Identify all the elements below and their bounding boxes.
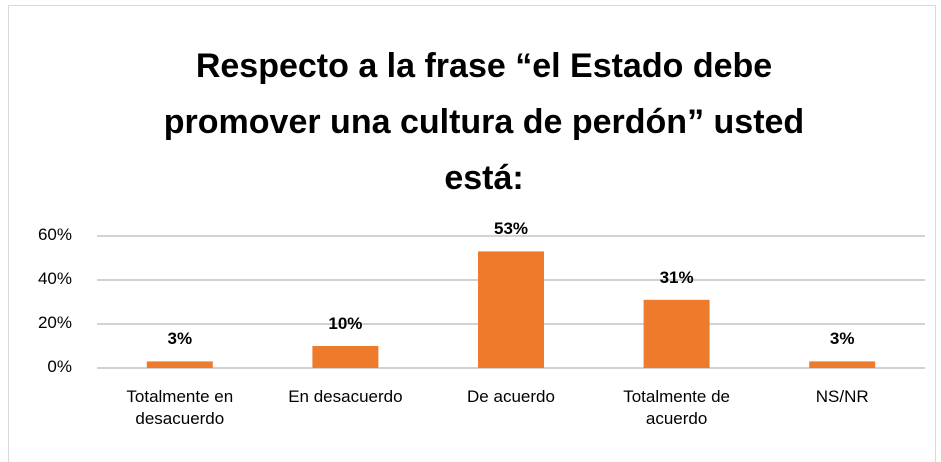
data-label: 10% bbox=[328, 314, 363, 333]
data-label: 3% bbox=[829, 329, 855, 349]
data-label: 53% bbox=[493, 219, 529, 239]
chart-title: Respecto a la frase “el Estado debe prom… bbox=[163, 47, 805, 197]
data-label: 31% bbox=[659, 267, 694, 287]
y-tick-label: 20% bbox=[37, 313, 72, 332]
y-tick-label: 0% bbox=[47, 357, 72, 376]
bar bbox=[478, 251, 544, 368]
y-tick-label: 60% bbox=[37, 225, 72, 244]
y-tick-label: 40% bbox=[37, 269, 72, 288]
bar bbox=[312, 346, 379, 368]
chart-border bbox=[8, 5, 936, 462]
x-tick-label: Totalmente de acuerdo bbox=[623, 387, 730, 428]
x-tick-label: Totalmente en desacuerdo bbox=[126, 387, 234, 428]
data-label: 3% bbox=[167, 329, 193, 349]
x-tick-label: En desacuerdo bbox=[288, 387, 403, 406]
bar bbox=[643, 299, 710, 368]
x-tick-label: De acuerdo bbox=[467, 387, 555, 406]
x-tick-label: NS/NR bbox=[815, 387, 869, 406]
bar bbox=[146, 361, 213, 368]
bar bbox=[809, 361, 876, 368]
